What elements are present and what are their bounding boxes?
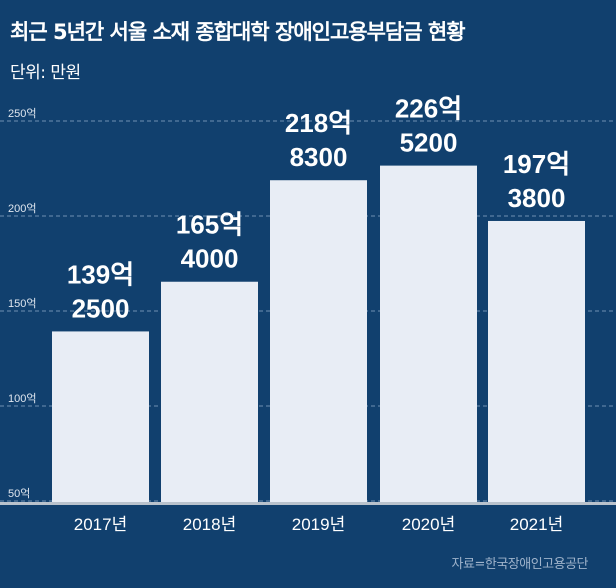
bar	[270, 180, 367, 503]
x-tick-label: 2017년	[74, 515, 127, 534]
data-label-man: 4000	[181, 244, 239, 274]
data-label-eok: 218억	[285, 108, 352, 138]
data-label-man: 5200	[400, 128, 458, 158]
data-label-man: 3800	[508, 183, 566, 213]
y-tick-label: 50억	[8, 487, 30, 500]
chart-unit: 단위: 만원	[10, 63, 81, 83]
y-tick-label: 250억	[8, 107, 36, 120]
y-tick-label: 200억	[8, 202, 36, 215]
x-axis-line	[0, 502, 616, 505]
data-label-eok: 139억	[67, 259, 134, 289]
bar	[488, 220, 585, 503]
data-label-eok: 226억	[395, 94, 462, 124]
y-tick-label: 100억	[8, 392, 36, 405]
data-label-eok: 197억	[503, 149, 570, 179]
data-label-man: 8300	[290, 142, 348, 172]
x-tick-label: 2018년	[183, 515, 236, 534]
data-label-eok: 165억	[176, 210, 243, 240]
chart-title: 최근 5년간 서울 소재 종합대학 장애인고용부담금 현황	[10, 20, 466, 44]
data-label-man: 2500	[72, 293, 130, 323]
x-tick-label: 2021년	[510, 515, 563, 534]
bar	[380, 165, 477, 503]
x-tick-label: 2020년	[402, 515, 455, 534]
bar	[161, 281, 258, 503]
x-tick-label: 2019년	[292, 515, 345, 534]
bar	[52, 331, 149, 503]
y-tick-label: 150억	[8, 297, 36, 310]
chart-source: 자료=한국장애인고용공단	[451, 557, 589, 572]
